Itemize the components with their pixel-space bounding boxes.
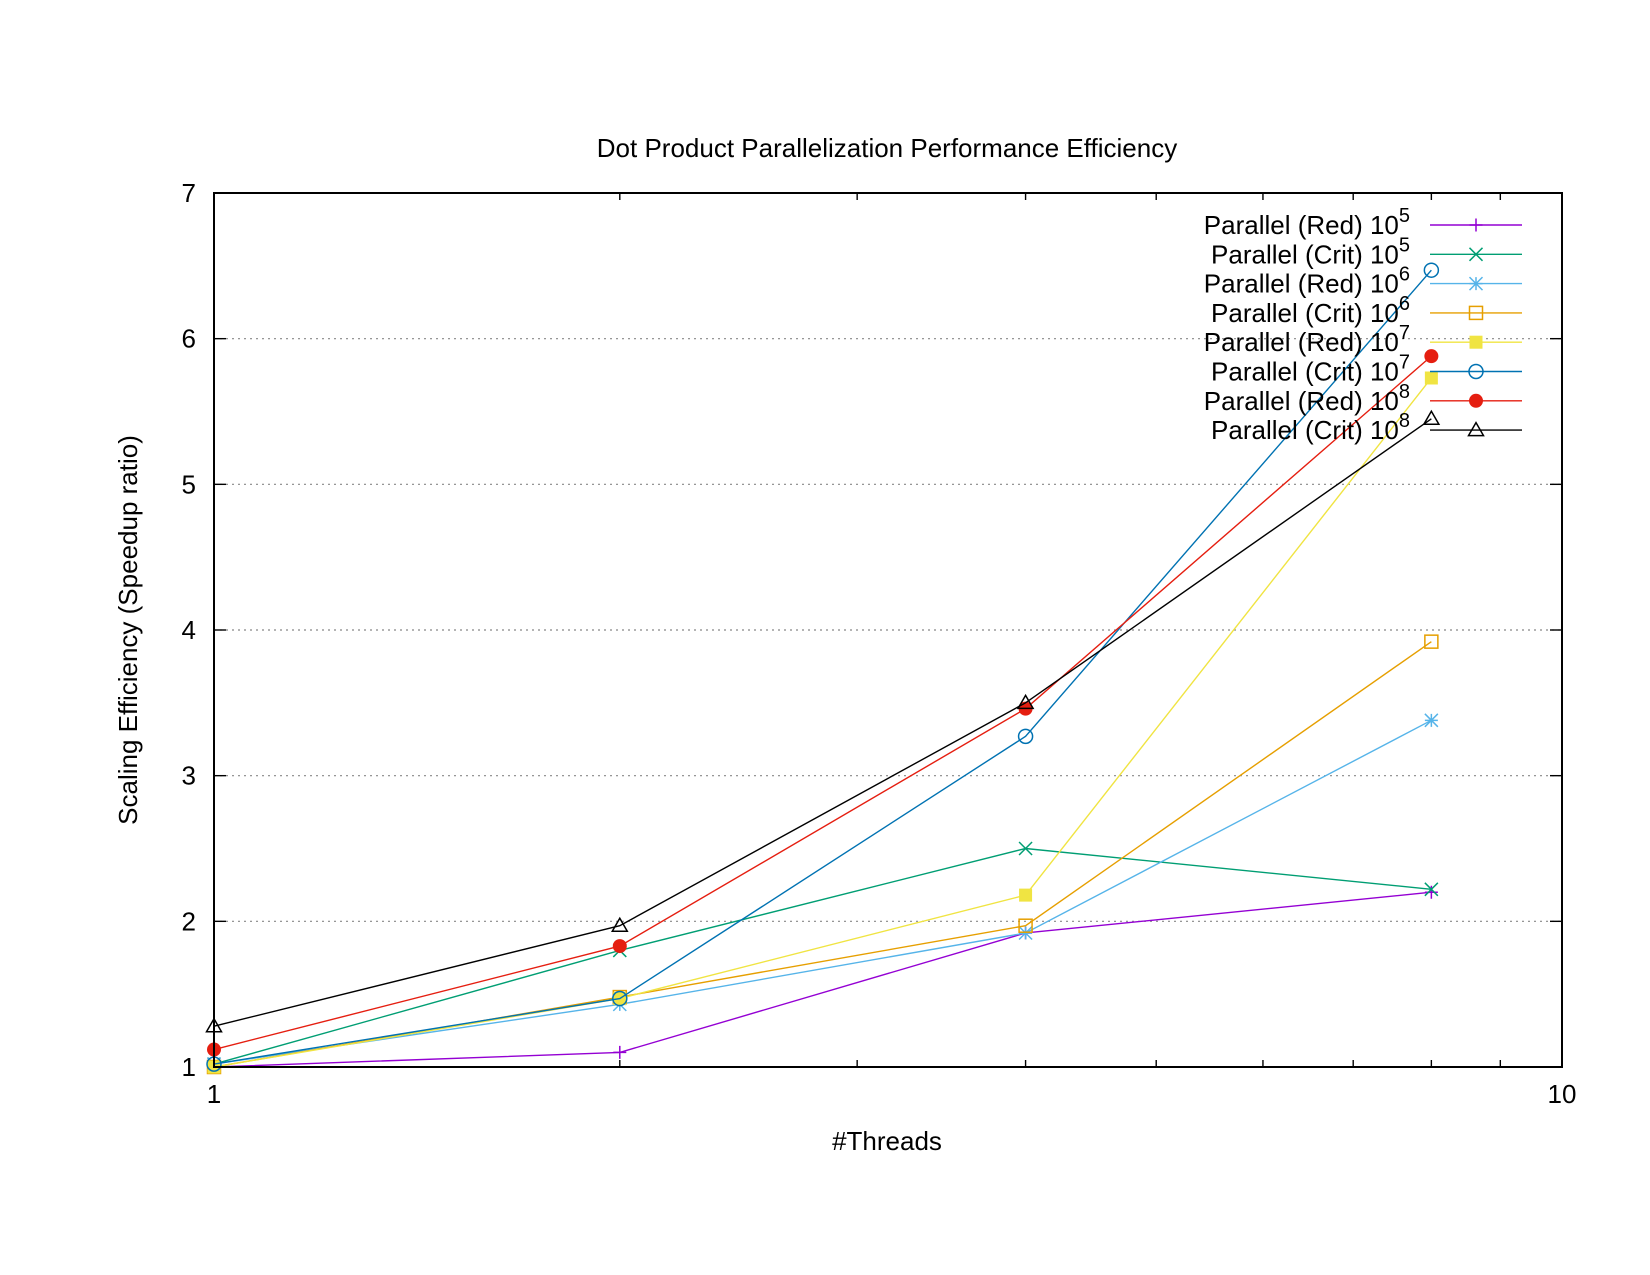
x-axis-label: #Threads — [832, 1126, 942, 1156]
legend-label: Parallel (Crit) 106 — [1211, 293, 1410, 328]
legend-entry: Parallel (Crit) 108 — [1211, 410, 1522, 445]
legend-marker — [1469, 218, 1483, 232]
series-line — [213, 355, 1432, 1051]
series-line — [213, 847, 1432, 1065]
legend-label: Parallel (Crit) 108 — [1211, 410, 1410, 445]
y-tick-label: 7 — [182, 178, 196, 208]
data-point — [1018, 918, 1033, 933]
data-point — [612, 939, 627, 954]
y-tick-label: 1 — [182, 1052, 196, 1082]
series-3 — [206, 713, 1439, 1072]
legend-label: Parallel (Red) 106 — [1204, 264, 1410, 299]
legend-label: Parallel (Crit) 107 — [1211, 352, 1410, 387]
legend-marker — [1468, 305, 1484, 321]
legend-label: Parallel (Red) 105 — [1204, 205, 1410, 240]
series-7 — [207, 349, 1439, 1057]
legend-label: Parallel (Red) 108 — [1204, 381, 1410, 416]
y-tick-label: 2 — [182, 906, 196, 936]
legend-marker — [1469, 393, 1483, 408]
data-point — [1424, 882, 1439, 897]
data-point — [1423, 262, 1440, 278]
series-4 — [206, 634, 1439, 1075]
data-point — [1424, 371, 1438, 385]
data-point — [1424, 634, 1439, 649]
tick-layer: 1 2 3 4 5 6 7 1 10 — [182, 178, 1577, 1109]
data-point — [610, 916, 629, 932]
data-point — [613, 1045, 627, 1059]
legend-label: Parallel (Red) 107 — [1204, 322, 1410, 357]
series-6 — [206, 262, 1440, 1072]
series-line — [213, 891, 1432, 1068]
legend-marker — [1468, 247, 1484, 262]
y-axis-label: Scaling Efficiency (Speedup ratio) — [113, 435, 143, 825]
data-point — [1018, 925, 1033, 941]
y-tick-label: 5 — [182, 469, 196, 499]
x-tick-label: 1 — [207, 1079, 221, 1109]
legend-entry: Parallel (Crit) 106 — [1211, 293, 1522, 328]
x-tick-label: 10 — [1548, 1079, 1577, 1109]
data-point — [1017, 728, 1034, 745]
data-point — [1018, 841, 1033, 856]
series-line — [213, 269, 1432, 1065]
data-point — [1424, 349, 1439, 364]
legend-entry: Parallel (Crit) 107 — [1211, 352, 1522, 387]
series-line — [213, 418, 1432, 1027]
data-point — [612, 990, 628, 1007]
legend-entry: Parallel (Crit) 105 — [1211, 234, 1522, 269]
legend-entry: Parallel (Red) 106 — [1204, 264, 1522, 299]
data-point — [1019, 888, 1033, 902]
series-line — [213, 719, 1432, 1065]
series-8 — [205, 409, 1441, 1033]
legend-label: Parallel (Crit) 105 — [1211, 234, 1410, 269]
data-point — [1424, 713, 1439, 728]
chart-title: Dot Product Parallelization Performance … — [597, 133, 1177, 163]
legend-marker — [1468, 276, 1484, 291]
legend-marker — [1467, 421, 1485, 437]
series-line — [213, 641, 1432, 1068]
y-tick-label: 6 — [182, 324, 196, 354]
data-point — [1422, 409, 1441, 426]
data-point — [1016, 693, 1035, 710]
series-1 — [207, 885, 1438, 1074]
legend-entry: Parallel (Red) 107 — [1204, 322, 1522, 357]
y-tick-label: 4 — [182, 615, 196, 645]
data-point — [1424, 885, 1438, 899]
legend-marker — [1468, 363, 1484, 380]
y-tick-label: 3 — [182, 761, 196, 791]
legend-entry: Parallel (Red) 108 — [1204, 381, 1522, 416]
legend-marker — [1469, 335, 1483, 349]
series-line — [213, 377, 1432, 1068]
legend-entry: Parallel (Red) 105 — [1204, 205, 1522, 240]
